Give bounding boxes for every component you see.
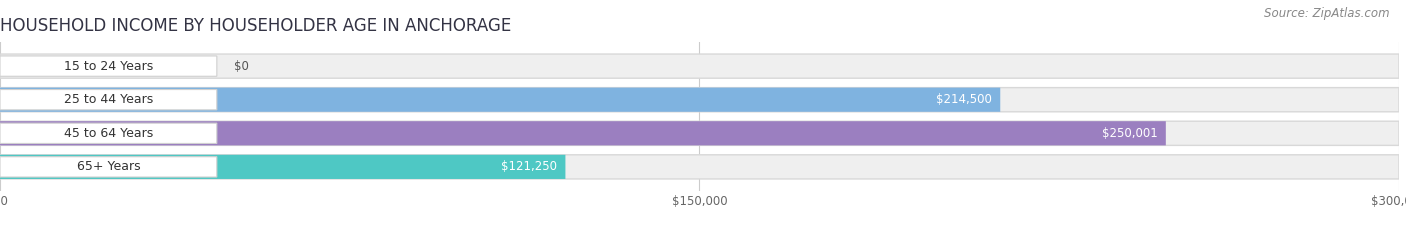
Text: Source: ZipAtlas.com: Source: ZipAtlas.com — [1264, 7, 1389, 20]
FancyBboxPatch shape — [0, 155, 1399, 179]
FancyBboxPatch shape — [0, 89, 217, 110]
FancyBboxPatch shape — [0, 54, 1399, 78]
Text: $121,250: $121,250 — [501, 160, 557, 173]
FancyBboxPatch shape — [0, 56, 217, 76]
FancyBboxPatch shape — [0, 121, 1399, 145]
FancyBboxPatch shape — [0, 123, 217, 144]
Text: 65+ Years: 65+ Years — [76, 160, 141, 173]
FancyBboxPatch shape — [0, 88, 1399, 112]
Text: 45 to 64 Years: 45 to 64 Years — [63, 127, 153, 140]
Text: $0: $0 — [233, 60, 249, 73]
FancyBboxPatch shape — [0, 121, 1166, 145]
Text: 15 to 24 Years: 15 to 24 Years — [63, 60, 153, 73]
Text: $250,001: $250,001 — [1102, 127, 1157, 140]
FancyBboxPatch shape — [0, 88, 1000, 112]
FancyBboxPatch shape — [0, 157, 217, 177]
Text: $214,500: $214,500 — [936, 93, 991, 106]
Text: HOUSEHOLD INCOME BY HOUSEHOLDER AGE IN ANCHORAGE: HOUSEHOLD INCOME BY HOUSEHOLDER AGE IN A… — [0, 17, 512, 35]
FancyBboxPatch shape — [0, 155, 565, 179]
Text: 25 to 44 Years: 25 to 44 Years — [63, 93, 153, 106]
